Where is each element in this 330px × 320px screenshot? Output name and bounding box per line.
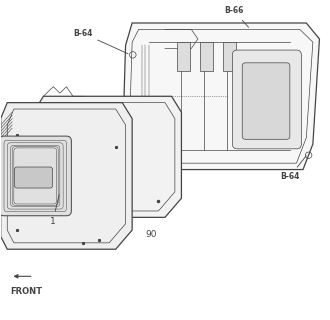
Polygon shape: [34, 96, 182, 217]
Text: 90: 90: [145, 230, 157, 239]
Text: 1: 1: [50, 195, 59, 226]
FancyBboxPatch shape: [232, 50, 301, 149]
Text: FRONT: FRONT: [11, 287, 43, 296]
Bar: [200, 42, 213, 71]
Polygon shape: [122, 23, 319, 170]
Bar: [222, 42, 236, 71]
FancyBboxPatch shape: [15, 167, 52, 188]
FancyBboxPatch shape: [0, 136, 71, 216]
FancyBboxPatch shape: [242, 63, 290, 139]
Text: B-64: B-64: [280, 156, 306, 181]
Polygon shape: [93, 109, 126, 125]
Text: B-64: B-64: [73, 29, 128, 54]
Text: B-66: B-66: [224, 6, 248, 27]
Polygon shape: [1, 103, 132, 249]
Bar: [177, 42, 190, 71]
